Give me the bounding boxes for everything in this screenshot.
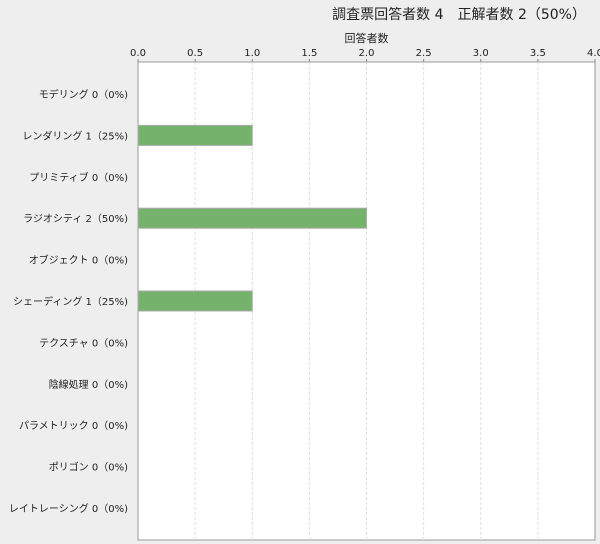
x-tick-label: 1.0 bbox=[244, 48, 260, 59]
category-label: レイトレーシング 0（0%) bbox=[9, 502, 128, 515]
category-label: パラメトリック 0（0%) bbox=[19, 420, 128, 432]
category-label: オブジェクト 0（0%) bbox=[29, 254, 128, 267]
x-tick-label: 3.0 bbox=[473, 48, 489, 59]
bar bbox=[137, 290, 253, 312]
bar bbox=[137, 207, 367, 229]
x-tick-label: 1.5 bbox=[301, 48, 317, 59]
category-label: モデリング 0（0%) bbox=[39, 88, 128, 101]
category-label: ポリゴン 0（0%) bbox=[49, 461, 128, 474]
x-tick-label: 2.0 bbox=[359, 48, 375, 59]
category-label: テクスチャ 0（0%) bbox=[39, 337, 128, 349]
x-tick-label: 0.5 bbox=[187, 48, 203, 59]
x-axis-label: 回答者数 bbox=[345, 31, 389, 45]
x-tick-label: 4.0 bbox=[587, 48, 600, 59]
category-label: シェーディング 1（25%) bbox=[13, 295, 128, 308]
chart-title: 調査票回答者数 4 正解者数 2（50%） bbox=[332, 7, 586, 23]
x-tick-label: 3.5 bbox=[530, 48, 546, 59]
x-tick-label: 0.0 bbox=[130, 48, 146, 59]
category-label: ラジオシティ 2（50%) bbox=[23, 213, 128, 225]
category-label: レンダリング 1（25%) bbox=[22, 129, 128, 142]
x-tick-label: 2.5 bbox=[416, 48, 432, 59]
category-label: 陰線処理 0（0%) bbox=[49, 378, 128, 391]
category-label: プリミティブ 0（0%) bbox=[29, 171, 128, 184]
bar bbox=[137, 124, 253, 146]
